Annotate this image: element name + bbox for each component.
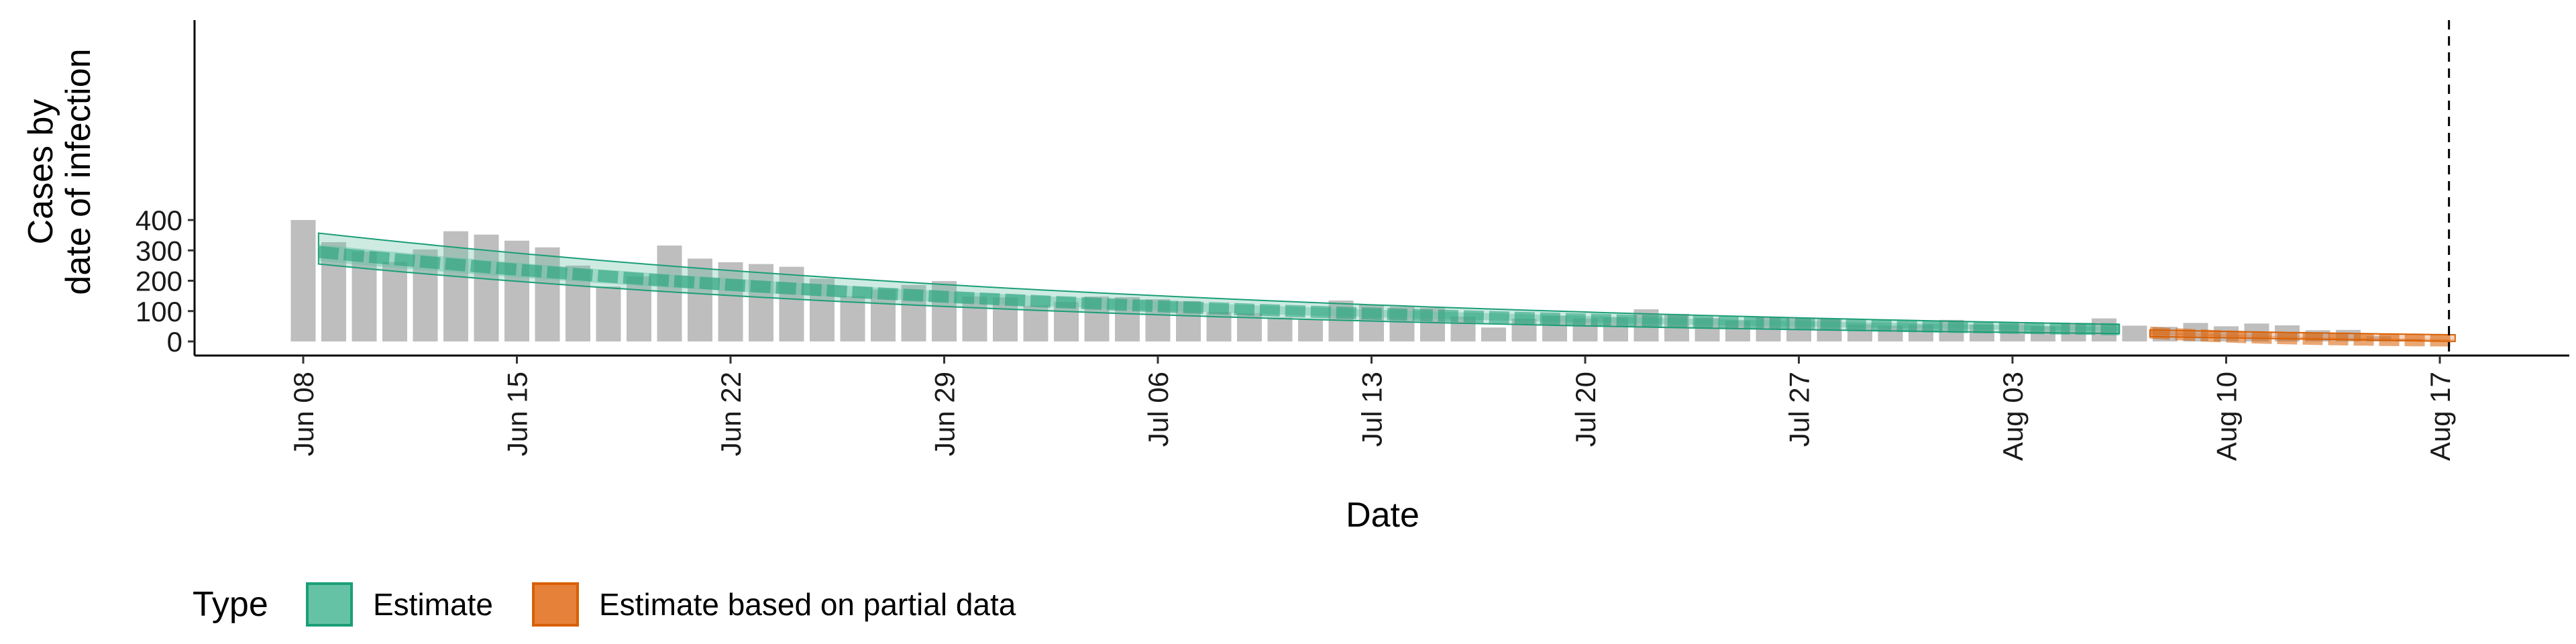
- bar: [382, 262, 407, 341]
- x-tick-label: Jun 08: [288, 372, 319, 456]
- x-tick-label: Jul 06: [1142, 372, 1174, 447]
- legend: Type Estimate Estimate based on partial …: [193, 582, 1016, 627]
- axes-layer: [193, 20, 2569, 357]
- bar: [596, 286, 621, 341]
- x-axis-title: Date: [1346, 496, 1419, 535]
- bar: [749, 264, 773, 341]
- bar: [535, 247, 560, 341]
- x-tick-label: Jun 29: [929, 372, 961, 456]
- y-axis-title-line-2: date of infection: [59, 48, 98, 294]
- bar: [1298, 319, 1323, 341]
- x-tick-label: Aug 10: [2211, 372, 2243, 461]
- partial-estimate-inner-band: [2149, 331, 2455, 341]
- bar: [779, 266, 804, 341]
- legend-label-partial-estimate: Estimate based on partial data: [599, 587, 1016, 622]
- legend-title: Type: [193, 585, 268, 624]
- x-tick-label: Jul 27: [1784, 372, 1815, 447]
- x-tick-label: Jul 20: [1570, 372, 1601, 447]
- y-tick-label: 200: [136, 266, 182, 297]
- bar: [1267, 317, 1293, 341]
- bar: [443, 231, 468, 341]
- legend-key-partial-estimate: [532, 582, 579, 627]
- bar: [627, 276, 651, 341]
- bar: [290, 220, 316, 341]
- x-ticks: Jun 08 Jun 15 Jun 22 Jun 29 Jul 06 Jul 13 Jul …: [288, 356, 2456, 461]
- bar: [840, 296, 865, 341]
- y-tick-label: 400: [136, 205, 182, 236]
- y-tick-label: 300: [136, 235, 182, 266]
- bar: [1023, 305, 1049, 341]
- bar: [1481, 327, 1506, 341]
- x-tick-label: Jul 13: [1356, 372, 1388, 447]
- bands-layer: [317, 232, 2456, 347]
- x-tick-label: Aug 17: [2424, 372, 2456, 461]
- x-tick-label: Jun 22: [715, 372, 747, 456]
- bar: [2366, 336, 2392, 341]
- bar: [352, 252, 377, 341]
- x-tick-label: Aug 03: [1997, 372, 2029, 461]
- bar: [688, 258, 712, 341]
- estimate-median-line: [317, 246, 2120, 335]
- legend-key-estimate: [306, 582, 353, 627]
- legend-label-estimate: Estimate: [373, 587, 493, 622]
- bar: [504, 240, 529, 341]
- y-axis-title-line-1: Cases by: [21, 99, 60, 245]
- y-tick-label: 100: [136, 296, 182, 327]
- estimate-inner-band: [318, 244, 2120, 331]
- bar: [718, 262, 743, 341]
- y-tick-label: 0: [167, 326, 182, 358]
- bar: [657, 246, 682, 341]
- x-tick-label: Jun 15: [502, 372, 533, 456]
- bar: [474, 234, 499, 341]
- bar: [2122, 325, 2147, 341]
